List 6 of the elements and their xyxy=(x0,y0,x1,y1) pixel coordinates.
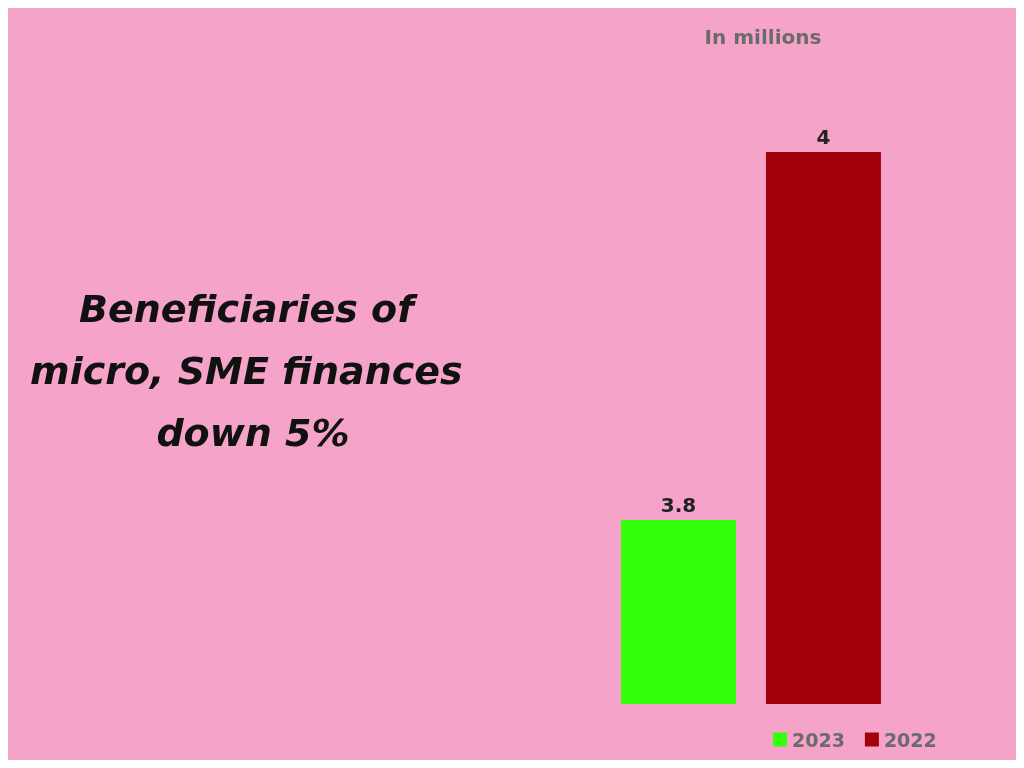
legend-label: 2023 xyxy=(792,728,845,751)
data-label: 3.8 xyxy=(660,493,697,517)
data-label: 4 xyxy=(816,125,831,149)
chart-subtitle: In millions xyxy=(704,25,822,49)
legend-label: 2022 xyxy=(883,728,937,751)
text: Beneficiaries of micro, SME finances down 5% xyxy=(30,287,476,455)
